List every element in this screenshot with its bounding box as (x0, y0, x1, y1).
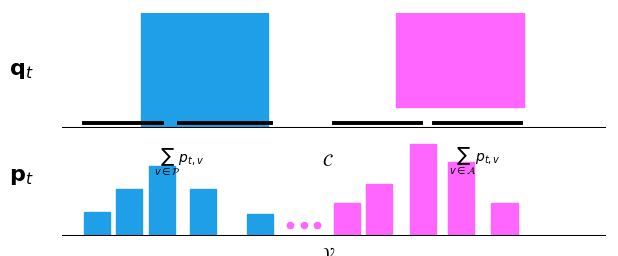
Bar (83, 212, 109, 236)
Text: $\mathcal{C}$: $\mathcal{C}$ (323, 153, 334, 170)
Text: $\mathbf{q}_{t}$: $\mathbf{q}_{t}$ (9, 59, 33, 81)
Bar (247, 214, 273, 236)
Bar (149, 166, 175, 236)
Text: $\mathcal{V}$: $\mathcal{V}$ (321, 246, 335, 256)
Bar (190, 189, 216, 236)
Bar (366, 184, 392, 236)
Bar (491, 203, 517, 236)
Text: $\mathbf{p}_{t}$: $\mathbf{p}_{t}$ (9, 165, 33, 187)
Bar (141, 13, 268, 128)
Bar (334, 203, 360, 236)
Text: $\sum_{v\in\mathcal{P}} p_{t,v}$: $\sum_{v\in\mathcal{P}} p_{t,v}$ (154, 146, 204, 177)
Bar (116, 189, 142, 236)
Text: $\sum_{v\in\mathcal{A}} p_{t,v}$: $\sum_{v\in\mathcal{A}} p_{t,v}$ (449, 146, 501, 177)
Bar (396, 13, 524, 107)
Bar (448, 162, 474, 236)
Bar (410, 144, 436, 236)
